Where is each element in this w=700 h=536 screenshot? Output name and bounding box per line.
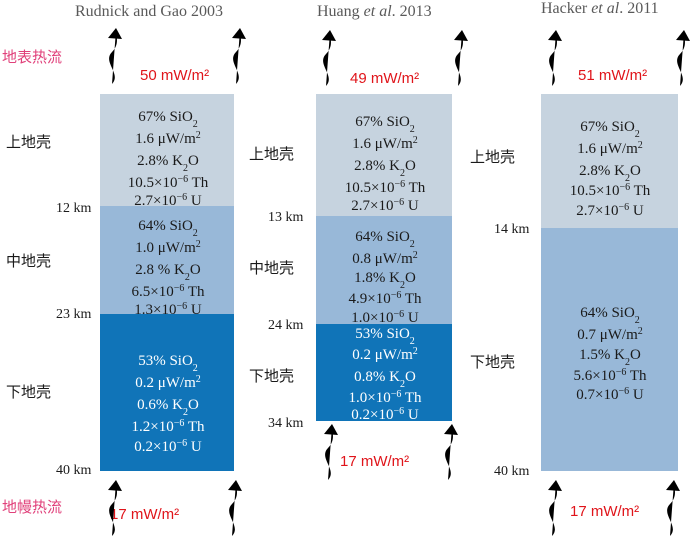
u-value: 2.7×10−6 U: [351, 197, 419, 215]
depth-label: 13 km: [268, 210, 304, 225]
u-value: 1.0×10−6 U: [351, 309, 419, 327]
lower-crust-label: 下地壳: [6, 383, 51, 401]
heat-production-value: 1.6 μW/m2: [577, 140, 643, 158]
depth-label: 34 km: [268, 416, 304, 431]
surface-heat-flow-value: 50 mW/m²: [140, 67, 209, 84]
th-value: 6.5×10−6 Th: [131, 283, 205, 301]
depth-label: 23 km: [56, 307, 92, 322]
u-value: 0.7×10−6 U: [576, 386, 644, 404]
column-title: Rudnick and Gao 2003: [75, 3, 223, 20]
surface-heat-flow-arrow-icon: [232, 28, 246, 84]
u-value: 2.7×10−6 U: [134, 192, 202, 210]
upper-crust-label: 上地壳: [249, 145, 294, 163]
middle-crust-properties: 64% SiO2 1.0 μW/m2 2.8 % K2O 6.5×10−6 Th…: [131, 218, 205, 318]
sio2-value: 64% SiO2: [355, 229, 415, 250]
sio2-value: 64% SiO2: [138, 218, 198, 239]
u-value: 1.3×10−6 U: [134, 301, 202, 319]
upper-crust-label: 上地壳: [6, 133, 51, 151]
upper-crust-layer: [541, 94, 678, 228]
heat-production-value: 1.0 μW/m2: [135, 239, 201, 257]
sio2-value: 64% SiO2: [580, 305, 640, 326]
lower-crust-layer: [541, 228, 678, 471]
th-value: 1.0×10−6 Th: [348, 389, 422, 407]
middle-crust-layer: [316, 216, 452, 324]
heat-production-value: 0.2 μW/m2: [352, 346, 418, 364]
lower-crust-label: 下地壳: [470, 353, 515, 371]
depth-label: 12 km: [56, 201, 92, 216]
middle-crust-properties: 64% SiO2 0.8 μW/m2 1.8% K2O 4.9×10−6 Th …: [348, 229, 422, 326]
th-value: 10.5×10−6 Th: [570, 182, 651, 200]
heat-production-value: 1.6 μW/m2: [352, 135, 418, 153]
mantle-heat-flow-arrow-icon: [666, 480, 680, 536]
lower-crust-properties: 53% SiO2 0.2 μW/m2 0.8% K2O 1.0×10−6 Th …: [348, 326, 422, 423]
surface-heat-flow-arrow-icon: [108, 28, 122, 84]
sio2-value: 67% SiO2: [580, 119, 640, 140]
column-title: Hacker et al. 2011: [541, 0, 659, 17]
u-value: 0.2×10−6 U: [351, 406, 419, 424]
middle-crust-label: 中地壳: [6, 252, 51, 270]
upper-crust-label: 上地壳: [470, 148, 515, 166]
upper-crust-layer: [100, 94, 234, 206]
surface-heat-flow-value: 49 mW/m²: [350, 70, 419, 87]
mantle-heat-flow-arrow-icon: [548, 480, 562, 536]
heat-production-value: 0.7 μW/m2: [577, 326, 643, 344]
th-value: 1.2×10−6 Th: [131, 418, 205, 436]
surface-heat-flow-value: 51 mW/m²: [578, 67, 647, 84]
sio2-value: 53% SiO2: [138, 353, 198, 374]
upper-crust-properties: 67% SiO2 1.6 μW/m2 2.8% K2O 10.5×10−6 Th…: [345, 114, 426, 214]
column-huang: Huang et al. 2013 49 mW/m² 17 mW/m² 上地壳 …: [249, 3, 468, 480]
column-hacker: Hacker et al. 2011 51 mW/m² 17 mW/m² 上地壳…: [470, 0, 690, 536]
lower-crust-layer: [316, 324, 452, 421]
column-rudnick-gao: Rudnick and Gao 2003 50 mW/m² 17 mW/m² 上…: [6, 3, 246, 536]
u-value: 0.2×10−6 U: [134, 438, 202, 456]
heat-production-value: 1.6 μW/m2: [135, 130, 201, 148]
lower-crust-label: 下地壳: [249, 367, 294, 385]
mantle-heat-flow-value: 17 mW/m²: [340, 453, 409, 470]
mantle-heat-flow-value: 17 mW/m²: [570, 503, 639, 520]
surface-heat-flow-arrow-icon: [676, 30, 690, 86]
middle-crust-label: 中地壳: [249, 259, 294, 277]
upper-crust-layer: [316, 94, 452, 216]
depth-label: 24 km: [268, 318, 304, 333]
surface-heat-flow-arrow-icon: [454, 30, 468, 86]
sio2-value: 67% SiO2: [355, 114, 415, 135]
lower-crust-properties: 64% SiO2 0.7 μW/m2 1.5% K2O 5.6×10−6 Th …: [573, 305, 647, 403]
depth-label: 40 km: [494, 464, 530, 479]
surface-heat-flow-label: 地表热流: [2, 48, 62, 66]
mantle-heat-flow-value: 17 mW/m²: [110, 506, 179, 523]
column-title: Huang et al. 2013: [317, 3, 432, 20]
surface-heat-flow-arrow-icon: [548, 30, 562, 86]
upper-crust-properties: 67% SiO2 1.6 μW/m2 2.8% K2O 10.5×10−6 Th…: [128, 109, 209, 209]
k2o-value: 2.8 % K2O: [135, 262, 201, 283]
heat-production-value: 0.8 μW/m2: [352, 250, 418, 268]
surface-heat-flow-arrow-icon: [322, 30, 336, 86]
th-value: 5.6×10−6 Th: [573, 367, 647, 385]
heat-production-value: 0.2 μW/m2: [135, 374, 201, 392]
sio2-value: 53% SiO2: [355, 326, 415, 347]
mantle-heat-flow-arrow-icon: [324, 424, 338, 480]
lower-crust-properties: 53% SiO2 0.2 μW/m2 0.6% K2O 1.2×10−6 Th …: [131, 353, 205, 455]
mantle-heat-flow-arrow-icon: [228, 480, 242, 536]
depth-label: 40 km: [56, 463, 92, 478]
upper-crust-properties: 67% SiO2 1.6 μW/m2 2.8% K2O 10.5×10−6 Th…: [570, 119, 651, 219]
sio2-value: 67% SiO2: [138, 109, 198, 130]
th-value: 10.5×10−6 Th: [345, 179, 426, 197]
middle-crust-layer: [100, 206, 234, 314]
lower-crust-layer: [100, 314, 234, 471]
mantle-heat-flow-label: 地幔热流: [2, 498, 62, 516]
u-value: 2.7×10−6 U: [576, 202, 644, 220]
depth-label: 14 km: [494, 222, 530, 237]
th-value: 10.5×10−6 Th: [128, 174, 209, 192]
mantle-heat-flow-arrow-icon: [444, 424, 458, 480]
th-value: 4.9×10−6 Th: [348, 290, 422, 308]
